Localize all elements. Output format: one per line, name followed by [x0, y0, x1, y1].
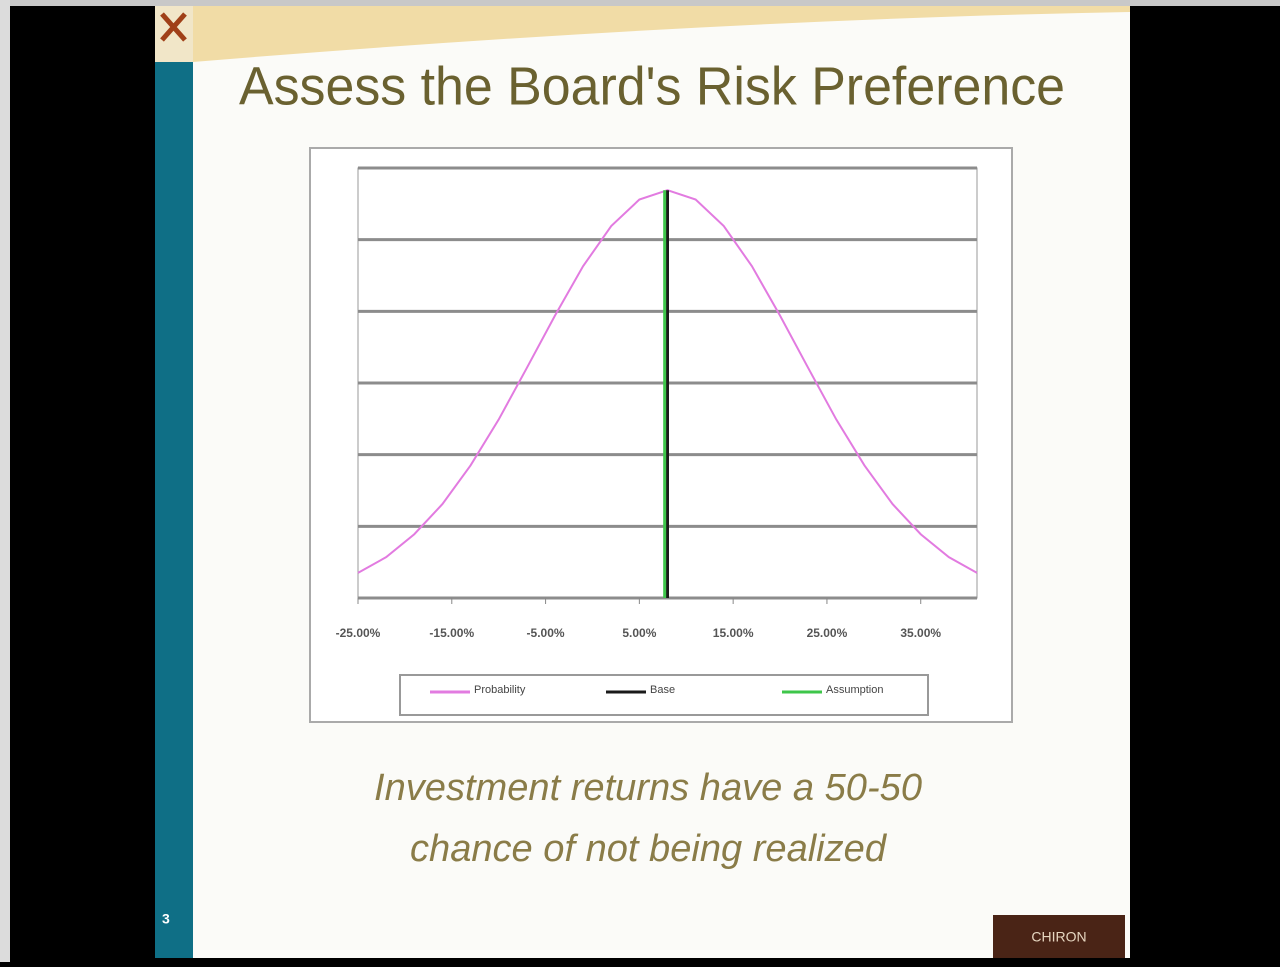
side-bar [155, 6, 193, 958]
legend-label: Assumption [826, 684, 883, 696]
logo: CHIRON [1031, 929, 1086, 945]
logo-corner [155, 6, 193, 62]
slide-title: Assess the Board's Risk Preference [239, 56, 1065, 116]
legend-label: Base [650, 684, 675, 696]
page: 3 Assess the Board's Risk Preference Inv… [0, 0, 1280, 962]
x-tick-label: 15.00% [713, 626, 754, 640]
edge [10, 0, 1280, 6]
x-tick-label: 5.00% [622, 626, 656, 640]
screenshot: 3 Assess the Board's Risk Preference Inv… [0, 0, 1280, 962]
x-tick-label: -5.00% [527, 626, 565, 640]
x-tick-label: 25.00% [807, 626, 848, 640]
x-tick-label: 35.00% [900, 626, 941, 640]
legend-label: Probability [474, 684, 526, 696]
slide-number: 3 [162, 911, 170, 927]
x-tick-label: -25.00% [336, 626, 381, 640]
edge [0, 0, 10, 962]
x-tick-label: -15.00% [429, 626, 474, 640]
caption: Investment returns have a 50-50 [374, 767, 922, 809]
caption: chance of not being realized [410, 828, 888, 870]
